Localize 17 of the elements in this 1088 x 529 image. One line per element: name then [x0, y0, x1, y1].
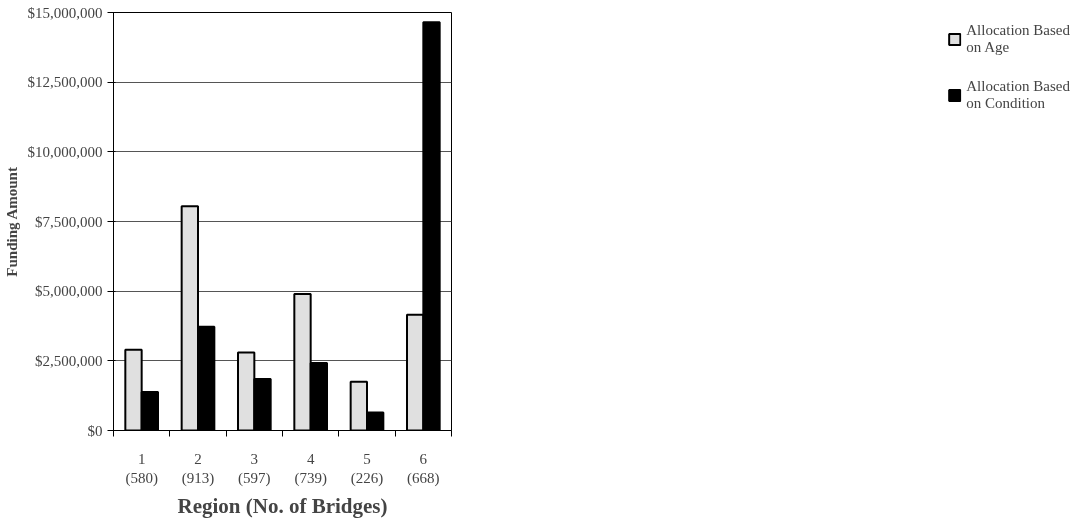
- y-tick-label: $7,500,000: [35, 213, 103, 230]
- y-tick-label: $2,500,000: [35, 352, 103, 369]
- y-tick-label: $12,500,000: [27, 74, 103, 91]
- legend-label: Allocation Based on Age: [966, 22, 1070, 56]
- y-tick-label: $5,000,000: [35, 283, 103, 300]
- y-tick-label: $10,000,000: [27, 143, 103, 160]
- y-tick-label: $0: [87, 422, 103, 439]
- x-tick-label: 2 (913): [181, 450, 215, 487]
- x-tick-label: 4 (739): [294, 450, 327, 487]
- legend-label: Allocation Based on Condition: [966, 78, 1070, 112]
- x-tick-label: 3 (597): [238, 450, 271, 487]
- x-axis-title: Region (No. of Bridges): [177, 493, 388, 518]
- x-tick-label: 6 (668): [407, 450, 440, 487]
- x-tick-label: 1 (580): [125, 450, 158, 487]
- y-tick-label: $15,000,000: [27, 4, 103, 21]
- y-axis-title: Funding Amount: [3, 167, 20, 277]
- x-tick-label: 5 (226): [350, 450, 384, 487]
